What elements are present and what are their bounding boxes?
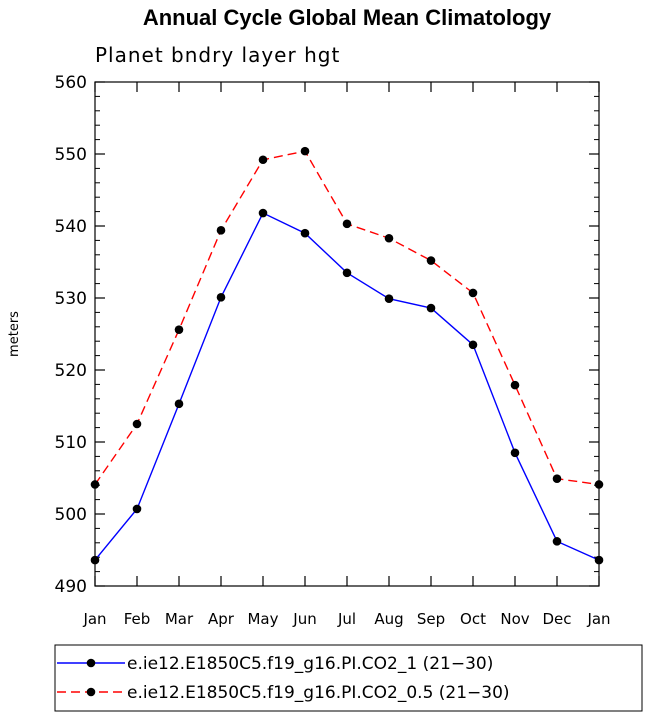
series-line-1 xyxy=(94,212,600,561)
x-tick-label: Aug xyxy=(374,610,403,628)
series-lines xyxy=(94,150,600,561)
series-1-point xyxy=(300,228,310,238)
series-2-point xyxy=(384,233,394,243)
x-tick-label: Feb xyxy=(124,610,151,628)
series-line-2 xyxy=(94,150,600,486)
legend-marker-1 xyxy=(86,658,96,668)
series-2-point xyxy=(552,474,562,484)
series-2-point xyxy=(468,288,478,298)
x-tick-label: Apr xyxy=(208,610,235,628)
series-1-point xyxy=(90,555,100,565)
series-1-point xyxy=(216,292,226,302)
y-tick-label: 490 xyxy=(55,577,87,597)
y-tick-label: 510 xyxy=(55,433,87,453)
x-tick-label: Dec xyxy=(542,610,571,628)
x-tick-label: Mar xyxy=(165,610,194,628)
series-2-point xyxy=(426,256,436,265)
plot-frame xyxy=(94,81,600,587)
legend-box xyxy=(54,644,643,712)
y-axis-label: meters xyxy=(7,311,22,357)
x-tick-label: Nov xyxy=(500,610,529,628)
x-tick-label: Jan xyxy=(82,610,106,628)
axis-ticks xyxy=(94,81,600,587)
x-tick-label: Sep xyxy=(417,610,445,628)
y-tick-labels: 490 500 510 520 530 540 550 560 xyxy=(55,73,87,597)
series-1-point xyxy=(468,340,478,350)
series-1-point xyxy=(552,537,562,546)
legend-marker-2 xyxy=(86,687,96,697)
series-2-point xyxy=(174,325,184,334)
y-tick-label: 530 xyxy=(55,289,87,309)
x-tick-label: Jul xyxy=(337,610,356,628)
chart-subtitle: Planet bndry layer hgt xyxy=(95,43,340,67)
y-tick-label: 550 xyxy=(55,145,87,165)
series-2-point xyxy=(594,480,604,489)
series-1-point xyxy=(258,208,268,218)
y-tick-label: 560 xyxy=(55,73,87,93)
chart-title: Annual Cycle Global Mean Climatology xyxy=(143,5,552,30)
series-2-point xyxy=(258,155,268,165)
series-2-point xyxy=(90,480,100,489)
legend-label-2: e.ie12.E1850C5.f19_g16.PI.CO2_0.5 (21−30… xyxy=(127,683,510,703)
series-points xyxy=(90,146,604,565)
series-1-point xyxy=(426,303,436,313)
series-1-point xyxy=(384,294,394,304)
legend: e.ie12.E1850C5.f19_g16.PI.CO2_1 (21−30) e… xyxy=(57,654,510,703)
series-2-point xyxy=(342,219,352,229)
series-2-point xyxy=(300,146,310,156)
x-tick-labels: Jan Feb Mar Apr May Jun Jul Aug Sep Oct Nov Dec Jan xyxy=(82,610,610,628)
series-1-point xyxy=(174,399,184,409)
x-tick-label: Oct xyxy=(460,610,486,628)
x-tick-label: Jan xyxy=(586,610,610,628)
series-1-point xyxy=(510,448,520,458)
y-tick-label: 500 xyxy=(55,505,87,525)
series-2-point xyxy=(132,419,142,429)
series-2-point xyxy=(216,226,226,235)
x-tick-label: May xyxy=(247,610,278,628)
series-1-point xyxy=(594,555,604,565)
x-tick-label: Jun xyxy=(292,610,316,628)
y-tick-label: 540 xyxy=(55,217,87,237)
series-1-point xyxy=(132,504,142,514)
legend-label-1: e.ie12.E1850C5.f19_g16.PI.CO2_1 (21−30) xyxy=(127,654,493,674)
y-tick-label: 520 xyxy=(55,361,87,381)
series-2-point xyxy=(510,380,520,390)
series-1-point xyxy=(342,268,352,278)
